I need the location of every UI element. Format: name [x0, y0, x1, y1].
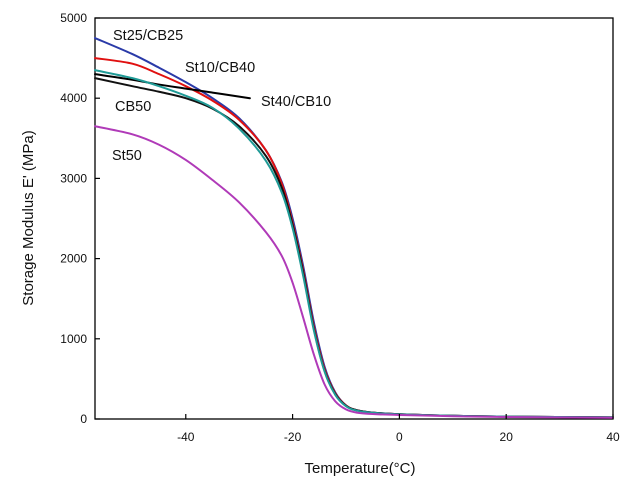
x-axis-title: Temperature(°C)	[304, 460, 415, 477]
plot-area-frame	[94, 17, 614, 420]
y-tick-label: 5000	[60, 11, 87, 25]
y-tick-label: 0	[80, 412, 87, 426]
series-line-unlabeled-4	[94, 69, 614, 419]
x-tick-label: 20	[500, 430, 514, 444]
series-label-st40-cb10: St40/CB10	[261, 94, 331, 110]
y-tick-label: 2000	[60, 252, 87, 266]
y-axis-title: Storage Modulus E' (MPa)	[20, 130, 37, 305]
series-label-st10-cb40: St10/CB40	[185, 60, 255, 76]
x-tick-label: -20	[284, 430, 302, 444]
series-line-st50	[94, 125, 614, 419]
series-line-st40-cb10	[94, 73, 251, 100]
y-tick-label: 1000	[60, 332, 87, 346]
x-tick-label: 0	[396, 430, 403, 444]
series-layer	[94, 37, 614, 419]
x-tick-label: -40	[177, 430, 195, 444]
y-tick-label: 3000	[60, 171, 87, 185]
series-label-st25-cb25: St25/CB25	[113, 28, 183, 44]
x-tick-label: 40	[606, 430, 620, 444]
series-line-st10-cb40	[94, 57, 614, 419]
x-axis: -40 -20 0 20 40	[177, 414, 620, 444]
y-tick-label: 4000	[60, 91, 87, 105]
series-label-cb50: CB50	[115, 99, 151, 115]
series-label-st50: St50	[112, 148, 142, 164]
series-line-cb50	[94, 77, 614, 419]
y-axis: 0 1000 2000 3000 4000 5000	[60, 11, 100, 426]
